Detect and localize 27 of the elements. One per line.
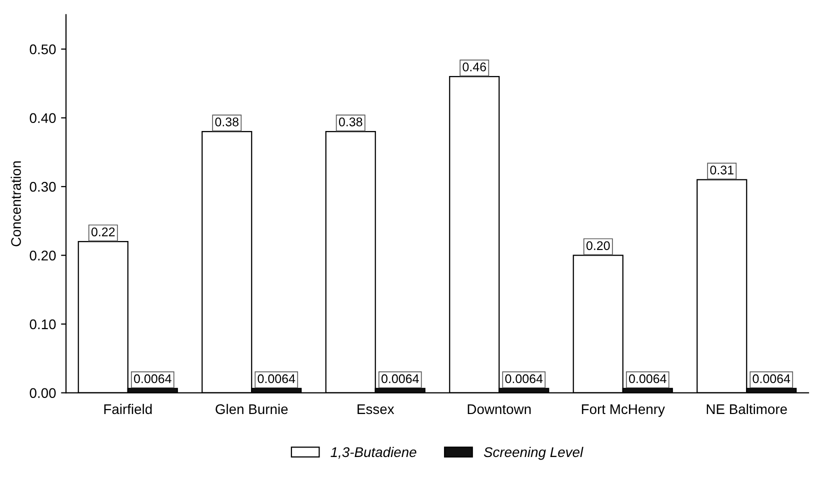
data-label: 0.22 bbox=[91, 227, 115, 236]
data-label: 0.38 bbox=[338, 117, 362, 126]
data-label: 0.0064 bbox=[629, 374, 666, 384]
data-label: 0.0064 bbox=[134, 374, 172, 384]
y-tick-label: 0.10 bbox=[30, 319, 56, 330]
legend-label: 1,3-Butadiene bbox=[330, 446, 416, 459]
data-label: 0.31 bbox=[710, 166, 734, 174]
x-tick-label: NE Baltimore bbox=[706, 404, 787, 414]
data-label: 0.0064 bbox=[505, 374, 543, 384]
data-label: 0.0064 bbox=[258, 374, 296, 384]
y-axis-title: Concentration bbox=[10, 161, 21, 246]
y-tick-label: 0.50 bbox=[30, 44, 56, 54]
data-label: 0.38 bbox=[215, 117, 238, 126]
data-label: 0.0064 bbox=[752, 374, 790, 384]
x-tick-label: Fort McHenry bbox=[582, 404, 665, 417]
x-tick-label: Essex bbox=[358, 404, 394, 414]
legend-label: Screening Level bbox=[484, 446, 584, 460]
data-label: 0.0064 bbox=[382, 374, 419, 384]
data-label: 0.20 bbox=[586, 241, 610, 250]
y-tick-label: 0.20 bbox=[30, 250, 56, 260]
y-tick-label: 0.30 bbox=[30, 182, 56, 192]
x-tick-label: Downtown bbox=[468, 404, 531, 414]
x-tick-label: Glen Burnie bbox=[216, 404, 288, 414]
x-tick-label: Fairfield bbox=[104, 404, 152, 414]
y-tick-label: 0.00 bbox=[30, 388, 56, 398]
data-label: 0.46 bbox=[462, 62, 486, 72]
y-tick-label: 0.40 bbox=[30, 113, 56, 124]
